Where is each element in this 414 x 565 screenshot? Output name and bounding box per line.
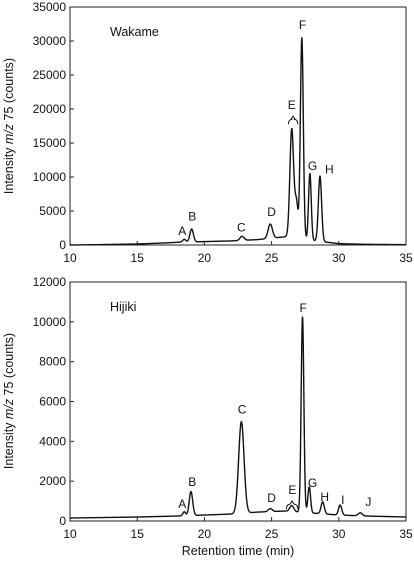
- peak-point: [319, 175, 321, 177]
- y-tick-label: 10000: [33, 170, 67, 184]
- peak-point: [191, 228, 193, 230]
- peak-label: D: [267, 491, 276, 505]
- y-tick-label: 0: [59, 514, 66, 528]
- peak-bracket: [285, 500, 299, 510]
- x-tick-label: 25: [265, 527, 279, 541]
- peak-point: [269, 223, 271, 225]
- y-tick-label: 6000: [39, 395, 66, 409]
- peak-point: [295, 197, 298, 199]
- chromatogram-trace: [69, 316, 407, 519]
- y-tick-label: 15000: [33, 136, 67, 150]
- peak-point: [339, 504, 341, 506]
- peak-point: [241, 235, 243, 237]
- peak-label: C: [238, 402, 247, 416]
- chart-panel-wakame: 10 15 20 25 30 35 0 5000 10000 15000 20000 25000 300…: [2, 0, 413, 265]
- x-tick-label: 30: [332, 527, 346, 541]
- peak-label: C: [237, 220, 246, 234]
- plot-frame: [69, 6, 407, 246]
- peak-bracket: [287, 115, 299, 125]
- peak-label: A: [178, 224, 186, 238]
- peak-point: [291, 504, 293, 507]
- peak-point: [301, 37, 303, 39]
- peak-label: G: [308, 159, 317, 173]
- x-tick-label: 10: [63, 251, 77, 265]
- peak-point: [322, 501, 324, 503]
- x-tick-label: 30: [332, 251, 346, 265]
- y-tick-label: 30000: [33, 34, 67, 48]
- sample-label: Wakame: [110, 25, 159, 39]
- y-tick-label: 35000: [33, 0, 67, 14]
- peak-point: [183, 238, 185, 240]
- bracket-label: E: [288, 483, 296, 497]
- x-tick-label: 20: [198, 527, 212, 541]
- peak-label: I: [341, 493, 344, 507]
- peak-label: H: [320, 490, 329, 504]
- y-tick-label: 4000: [39, 434, 66, 448]
- peak-point: [190, 491, 192, 493]
- peak-label: H: [325, 163, 334, 177]
- x-tick-label: 35: [399, 527, 413, 541]
- peak-label: B: [188, 475, 196, 489]
- peak-label: A: [178, 497, 186, 511]
- x-tick-label: 15: [131, 251, 145, 265]
- peak-label: G: [308, 476, 317, 490]
- y-axis-title-part: m/z: [2, 398, 16, 419]
- y-axis-title-part: Intensity: [2, 419, 16, 469]
- x-axis-title: Retention time (min): [182, 544, 295, 558]
- y-tick-label: 8000: [39, 355, 66, 369]
- y-tick-label: 10000: [33, 315, 67, 329]
- y-axis-title-part: Intensity: [2, 144, 16, 194]
- chart-panel-hijiki: 10 15 20 25 30 35 0 2000 4000 6000 8000 10000 12000 I…: [2, 275, 413, 541]
- peak-label: F: [300, 301, 307, 315]
- chromatogram-trace: [69, 37, 407, 246]
- peak-point: [183, 511, 185, 513]
- peak-label: J: [365, 495, 371, 509]
- peak-point: [309, 172, 311, 175]
- peak-point: [301, 316, 304, 318]
- x-tick-label: 15: [131, 527, 145, 541]
- y-tick-label: 5000: [39, 204, 66, 218]
- x-tick-label: 10: [63, 527, 77, 541]
- y-axis-title-part: 75 (counts): [2, 333, 16, 399]
- sample-label: Hijiki: [110, 300, 136, 314]
- y-axis-title-part: m/z: [2, 123, 16, 144]
- y-tick-label: 25000: [33, 68, 67, 82]
- y-axis-title: Intensity m/z 75 (counts): [2, 58, 16, 194]
- peak-label: B: [188, 210, 196, 224]
- peak-label: F: [299, 18, 306, 32]
- bracket-label: E: [288, 98, 296, 112]
- y-axis-title: Intensity m/z 75 (counts): [2, 333, 16, 469]
- y-tick-label: 20000: [33, 102, 67, 116]
- peak-point: [240, 421, 242, 423]
- y-tick-label: 2000: [39, 474, 66, 488]
- y-tick-label: 0: [59, 238, 66, 252]
- peak-point: [291, 127, 293, 130]
- x-tick-label: 35: [399, 251, 413, 265]
- peak-point: [269, 508, 271, 510]
- y-axis-title-part: 75 (counts): [2, 58, 16, 124]
- y-tick-label: 12000: [33, 275, 67, 289]
- x-tick-label: 25: [265, 251, 279, 265]
- x-tick-label: 20: [198, 251, 212, 265]
- peak-label: D: [267, 205, 276, 219]
- peak-point: [359, 512, 361, 514]
- peak-point: [308, 486, 310, 488]
